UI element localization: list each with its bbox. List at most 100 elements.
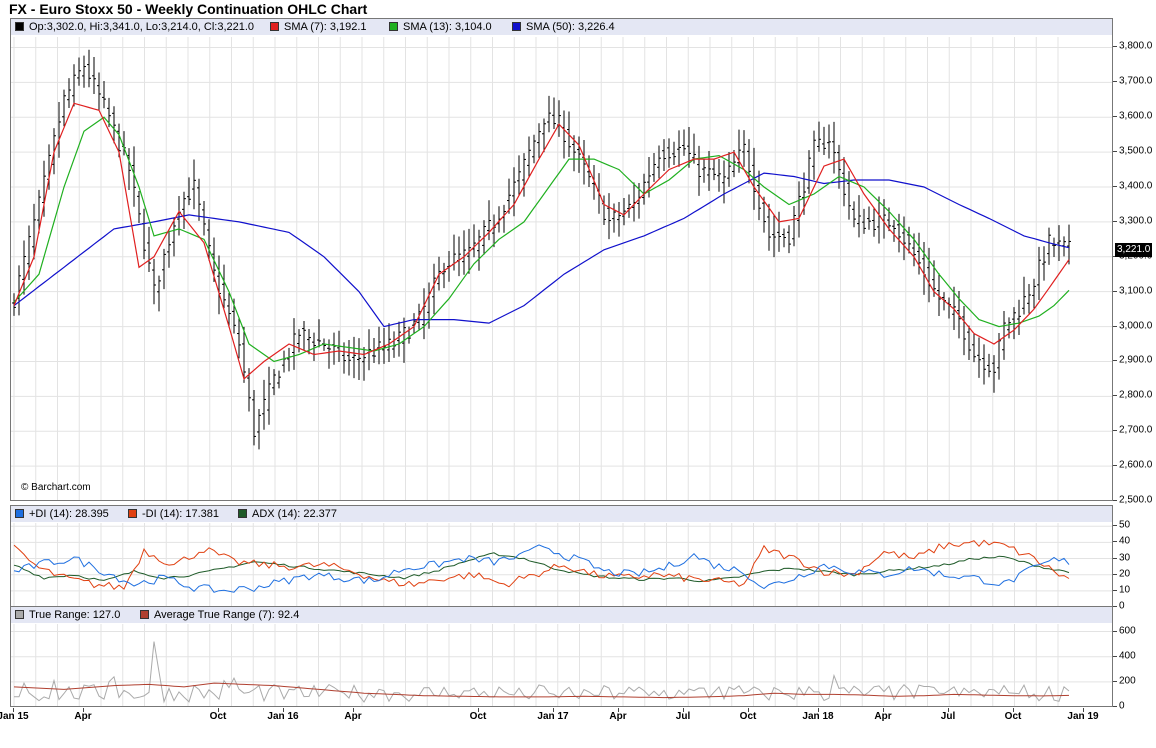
ohlc-bar	[92, 57, 96, 94]
ohlc-bar	[867, 206, 871, 230]
y-tick-label: 3,000.0	[1119, 320, 1153, 332]
ohlc-bar	[717, 158, 721, 192]
y-tick	[1113, 430, 1117, 432]
ohlc-bar	[812, 130, 816, 180]
ohlc-bar	[642, 173, 646, 205]
x-tick-label: Jan 19	[1067, 711, 1099, 722]
y-tick-label: 2,800.0	[1119, 389, 1153, 401]
ohlc-bar	[782, 228, 786, 248]
sma7-line	[13, 102, 1070, 380]
y-tick	[1113, 151, 1117, 153]
ohlc-bar	[747, 139, 751, 184]
sma50-line	[13, 172, 1070, 328]
ohlc-bar	[472, 224, 476, 258]
x-tick	[948, 708, 949, 712]
x-tick	[218, 708, 219, 712]
ohlc-bar	[172, 217, 176, 257]
ohlc-bar	[252, 390, 256, 446]
ohlc-bar	[287, 347, 291, 372]
ohlc-bar	[897, 213, 901, 253]
ohlc-bar	[922, 241, 926, 295]
y-tick	[1113, 465, 1117, 467]
ohlc-bar	[852, 201, 856, 228]
grid	[11, 37, 1112, 500]
y-tick	[1113, 395, 1117, 397]
y-tick-label: 0	[1119, 700, 1125, 712]
x-tick-label: Jan 17	[537, 711, 569, 722]
ohlc-bar	[187, 177, 191, 206]
ohlc-bar	[587, 155, 591, 188]
ohlc-bar	[572, 135, 576, 172]
y-tick	[1113, 46, 1117, 48]
ohlc-bar	[817, 121, 821, 152]
ohlc-bar	[302, 320, 306, 351]
ohlc-bar	[892, 220, 896, 242]
y-tick-label: 3,100.0	[1119, 285, 1153, 297]
y-tick	[1113, 220, 1117, 222]
y-tick	[1113, 290, 1117, 292]
price-panel[interactable]: Op:3,302.0, Hi:3,341.0, Lo:3,214.0, Cl:3…	[10, 18, 1113, 501]
y-tick-label: 0	[1119, 600, 1125, 612]
ohlc-bar	[592, 165, 596, 200]
ohlc-bar	[422, 288, 426, 340]
ohlc-bar	[87, 49, 91, 88]
true-range-legend-item: True Range: 127.0	[11, 607, 120, 623]
ohlc-bar	[192, 159, 196, 210]
ohlc-bar	[262, 379, 266, 430]
ohlc-bar	[577, 136, 581, 173]
ohlc-bar	[357, 338, 361, 381]
x-tick-label: Apr	[344, 711, 362, 722]
ohlc-bar	[962, 305, 966, 356]
ohlc-bar	[722, 160, 726, 204]
x-tick	[13, 708, 14, 712]
ohlc-bar	[707, 150, 711, 191]
ohlc-bar	[277, 370, 281, 389]
ohlc-bar	[807, 150, 811, 194]
ohlc-bar	[702, 158, 706, 183]
x-tick	[283, 708, 284, 712]
ohlc-bar	[937, 273, 941, 316]
x-tick	[83, 708, 84, 712]
ohlc-bar	[362, 347, 366, 381]
ohlc-bar	[507, 178, 511, 214]
dmi-panel[interactable]: +DI (14): 28.395 -DI (14): 17.381 ADX (1…	[10, 505, 1113, 608]
x-tick-label: Apr	[74, 711, 92, 722]
plus-di-legend-item: +DI (14): 28.395	[11, 506, 109, 522]
x-tick	[553, 708, 554, 712]
ohlc-bar	[537, 123, 541, 158]
ohlc-bar	[1032, 278, 1036, 309]
ohlc-bar	[1052, 237, 1056, 258]
ohlc-bar	[857, 195, 861, 238]
y-tick	[1113, 557, 1117, 559]
ohlc-bar	[832, 121, 836, 174]
ohlc-bar	[22, 240, 26, 295]
ohlc-bar	[42, 160, 46, 217]
x-tick	[818, 708, 819, 712]
sma7-legend-item: SMA (7): 3,192.1	[266, 19, 367, 35]
y-tick-label: 2,500.0	[1119, 494, 1153, 506]
ohlc-bar	[167, 230, 171, 268]
ohlc-bar	[72, 64, 76, 107]
x-tick-label: Apr	[609, 711, 627, 722]
price-chart-svg	[11, 37, 1112, 500]
dmi-chart-svg	[11, 523, 1112, 607]
y-tick	[1113, 325, 1117, 327]
ohlc-bar	[972, 333, 976, 363]
ohlc-bar	[562, 110, 566, 159]
x-tick-label: Jul	[940, 711, 956, 722]
ohlc-bar	[377, 326, 381, 365]
y-tick-label: 2,900.0	[1119, 354, 1153, 366]
ohlc-bar	[112, 106, 116, 144]
ohlc-bar	[462, 230, 466, 275]
ohlc-bar	[667, 138, 671, 168]
ohlc-bar	[517, 155, 521, 196]
atr-panel[interactable]: True Range: 127.0 Average True Range (7)…	[10, 606, 1113, 707]
ohlc-bar	[522, 153, 526, 197]
ohlc-bar	[712, 158, 716, 181]
ohlc-bar	[62, 89, 66, 127]
x-tick	[748, 708, 749, 712]
y-tick-label: 10	[1119, 584, 1131, 596]
y-tick	[1113, 360, 1117, 362]
x-tick-label: Oct	[739, 711, 757, 722]
y-tick-label: 3,300.0	[1119, 215, 1153, 227]
